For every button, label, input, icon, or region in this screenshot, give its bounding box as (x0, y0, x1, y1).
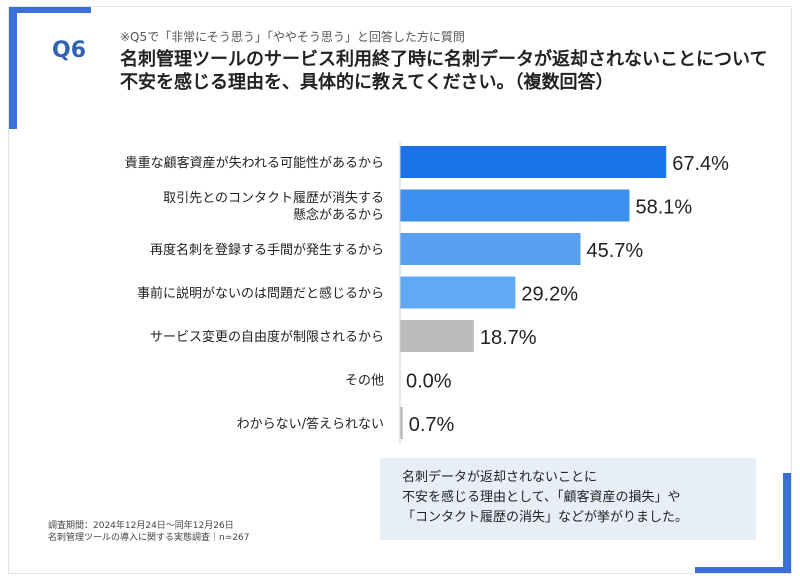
survey-period: 調査期間：2024年12月24日〜同年12月26日 (48, 521, 234, 531)
question-note: ※Q5で「非常にそう思う」「ややそう思う」と回答した方に質問 (120, 30, 465, 44)
category-label-1: 取引先とのコンタクト履歴が消失する (163, 191, 384, 206)
category-label-6: わからない/答えられない (237, 416, 384, 432)
value-label-0: 67.4% (672, 153, 729, 175)
question-title: 名刺管理ツールのサービス利用終了時に名刺データが返却されないことについて不安を感… (120, 49, 768, 93)
value-label-5: 0.0% (406, 371, 452, 393)
value-label-4: 18.7% (480, 327, 537, 349)
survey-footer: 調査期間：2024年12月24日〜同年12月26日 名刺管理ツールの導入に関する… (48, 520, 249, 544)
corner-accent-top-left (9, 7, 17, 129)
survey-name: 名刺管理ツールの導入に関する実態調査｜n=267 (48, 533, 250, 543)
corner-accent-bottom-right-h (695, 567, 791, 573)
corner-accent-bottom-right (783, 473, 791, 573)
value-label-3: 29.2% (521, 284, 578, 306)
summary-box: 名刺データが返却されないことに 不安を感じる理由として、「顧客資産の損失」や 「… (380, 458, 756, 540)
value-label-1: 58.1% (635, 197, 692, 219)
summary-line-3: 「コンタクト履歴の消失」などが挙がりました。 (402, 510, 689, 525)
question-number: Q6 (52, 38, 87, 63)
bar-2 (400, 233, 581, 265)
bar-3 (400, 276, 516, 309)
summary-line-2: 不安を感じる理由として、「顧客資産の損失」や (402, 490, 681, 505)
category-label-0: 貴重な顧客資産が失われる可能性があるから (125, 155, 384, 171)
value-label-6: 0.7% (409, 414, 455, 436)
category-label-2: 再度名刺を登録する手間が発生するから (150, 242, 384, 258)
bar-6 (400, 407, 403, 439)
value-label-2: 45.7% (587, 240, 644, 262)
category-label-1: 懸念があるから (293, 207, 384, 223)
summary-line-1: 名刺データが返却されないことに (402, 470, 598, 485)
category-label-3: 事前に説明がないのは問題だと感じるから (137, 286, 384, 302)
bar-4 (400, 320, 474, 352)
corner-accent-top-left-h (9, 7, 91, 13)
category-label-5: その他 (345, 374, 384, 389)
category-label-4: サービス変更の自由度が制限されるから (150, 329, 384, 345)
bar-0 (400, 146, 667, 178)
bar-1 (400, 189, 630, 222)
